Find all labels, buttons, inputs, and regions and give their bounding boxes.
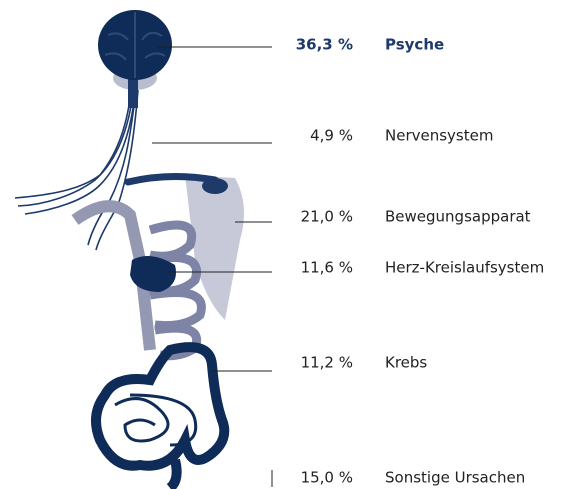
category-label: Psyche — [385, 36, 444, 54]
percent: 36,3 % — [296, 36, 353, 54]
category-label: Sonstige Ursachen — [385, 469, 525, 487]
rows: 36,3 % Psyche 4,9 % Nervensystem 21,0 % Beweg… — [296, 36, 545, 487]
percent: 15,0 % — [301, 469, 353, 487]
percent: 21,0 % — [301, 208, 353, 226]
category-label: Bewegungsapparat — [385, 208, 531, 226]
anatomy-figure — [15, 10, 244, 488]
category-label: Herz-Kreislaufsystem — [385, 259, 544, 277]
category-label: Nervensystem — [385, 127, 493, 145]
percent: 11,6 % — [301, 259, 353, 277]
percent: 11,2 % — [301, 354, 353, 372]
category-label: Krebs — [385, 354, 427, 372]
infographic: 36,3 % Psyche 4,9 % Nervensystem 21,0 % Beweg… — [0, 0, 578, 489]
percent: 4,9 % — [310, 127, 353, 145]
